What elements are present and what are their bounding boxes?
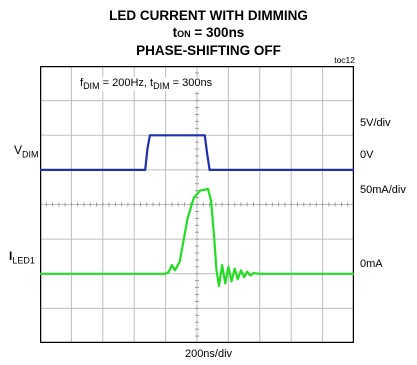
chart-title-line2: tON = 300ns (172, 25, 245, 40)
figure-id: toc12 (334, 55, 355, 65)
channel2-scale-label: 50mA/div (360, 184, 406, 196)
channel1-scale-label: 5V/div (360, 117, 391, 129)
channel2-label: ILED1 (9, 249, 35, 266)
scope-plot-area (39, 65, 355, 344)
chart-title-line1: LED CURRENT WITH DIMMING (109, 8, 308, 23)
trace-channel1 (40, 134, 354, 171)
trace-channel2 (40, 187, 354, 287)
x-axis-label: 200ns/div (184, 348, 233, 360)
plot-border (39, 65, 355, 344)
channel1-label: VDIM (14, 143, 39, 160)
dimming-annotation: fDIM = 200Hz, tDIM = 300ns (78, 77, 215, 92)
channel1-zero-label: 0V (360, 149, 374, 161)
scope-plot-svg (39, 65, 355, 344)
chart-title-line3: PHASE-SHIFTING OFF (136, 43, 281, 58)
channel2-zero-label: 0mA (360, 258, 383, 270)
